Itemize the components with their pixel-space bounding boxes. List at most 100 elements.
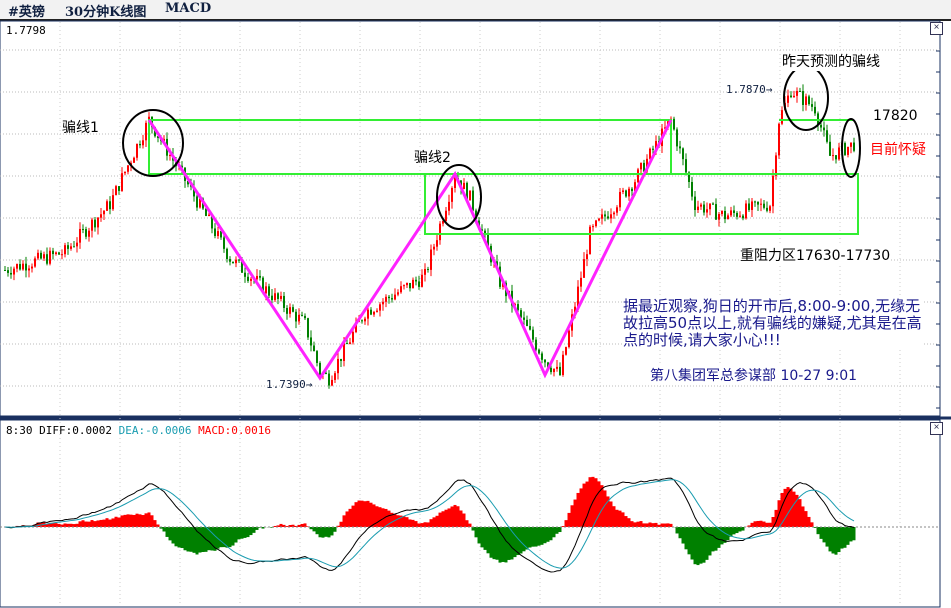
candle-body [85, 229, 87, 237]
level-label: 17820 [873, 108, 918, 124]
candle-body [139, 143, 141, 146]
diff-value: DIFF:0.0002 [39, 424, 112, 437]
candle-body [751, 201, 753, 210]
candle-body [601, 214, 603, 219]
candle-body [652, 148, 654, 150]
candle-body [610, 214, 612, 219]
candle-body [568, 330, 570, 348]
candle-body [13, 268, 15, 275]
macd-value: MACD:0.0016 [198, 424, 271, 437]
candle-body [613, 212, 615, 215]
candle-body [625, 190, 627, 197]
candle-body [226, 248, 228, 260]
candle-body [748, 203, 750, 210]
candle-body [229, 259, 231, 262]
candle-body [328, 373, 330, 386]
candle-body [364, 318, 366, 322]
candle-body [628, 188, 630, 197]
candle-body [265, 286, 267, 294]
candle-body [397, 292, 399, 295]
candle-body [649, 148, 651, 159]
candle-body [448, 201, 450, 211]
candle-body [220, 231, 222, 238]
candle-body [355, 321, 357, 333]
candle-body [808, 96, 810, 105]
candle-body [67, 245, 69, 249]
candle-body [592, 226, 594, 228]
candle-body [19, 264, 21, 270]
candle-body [709, 203, 711, 210]
candle-body [469, 190, 471, 201]
resistance-box [424, 173, 859, 235]
candle-body [118, 186, 120, 191]
candle-body [361, 320, 363, 322]
candle-body [688, 172, 690, 183]
candle-body [307, 318, 309, 338]
candle-body [643, 162, 645, 172]
candle-body [640, 162, 642, 170]
candle-body [394, 294, 396, 300]
candle-body [835, 155, 837, 160]
candle-body [121, 173, 123, 191]
candle-body [559, 366, 561, 375]
candle-body [577, 286, 579, 307]
close-icon[interactable]: × [930, 22, 943, 35]
candle-body [853, 142, 855, 151]
fake1-label: 骗线1 [62, 120, 99, 136]
candle-body [430, 249, 432, 270]
doubt-label: 目前怀疑 [870, 139, 926, 159]
candle-body [238, 259, 240, 261]
candle-body [292, 307, 294, 312]
indicator-label[interactable]: MACD [165, 1, 212, 16]
candle-body [4, 270, 6, 271]
candle-body [706, 209, 708, 213]
candle-body [844, 143, 846, 155]
candle-body [268, 286, 270, 296]
candle-body [562, 354, 564, 375]
candle-body [781, 110, 783, 124]
low-price-label: 1.7390→ [266, 378, 313, 391]
candle-body [79, 228, 81, 243]
macd-panel-border [0, 419, 941, 608]
candle-body [334, 373, 336, 380]
candle-body [823, 127, 825, 131]
candle-body [124, 171, 126, 174]
candle-body [517, 304, 519, 311]
symbol-label: #英镑 [8, 5, 45, 20]
candle-body [169, 155, 171, 157]
candle-body [352, 332, 354, 343]
candle-body [262, 277, 264, 294]
candle-body [685, 159, 687, 173]
candle-body [205, 208, 207, 216]
candle-body [529, 326, 531, 330]
candle-body [739, 215, 741, 217]
candle-body [82, 228, 84, 230]
candle-body [439, 223, 441, 241]
candle-body [814, 106, 816, 114]
candle-body [736, 212, 738, 217]
candle-body [40, 252, 42, 259]
candle-body [676, 129, 678, 147]
candle-body [241, 259, 243, 273]
candle-body [703, 204, 705, 213]
dea-line [4, 479, 855, 569]
diff-line [4, 477, 855, 573]
candle-body [424, 269, 426, 275]
high-price-label: 1.7870→ [726, 83, 773, 96]
candle-body [340, 358, 342, 361]
candle-body [574, 306, 576, 315]
candle-body [106, 201, 108, 211]
candle-body [310, 337, 312, 346]
candle-body [769, 206, 771, 211]
candle-body [634, 182, 636, 192]
candle-body [796, 90, 798, 96]
candle-body [289, 307, 291, 314]
candle-body [103, 210, 105, 215]
highlight-circle [436, 164, 482, 230]
macd-close-icon[interactable]: × [930, 422, 943, 435]
candle-body [31, 266, 33, 269]
candle-body [811, 104, 813, 107]
candle-body [46, 254, 48, 264]
period-label[interactable]: 30分钟K线图 [65, 5, 147, 20]
candle-body [595, 220, 597, 227]
